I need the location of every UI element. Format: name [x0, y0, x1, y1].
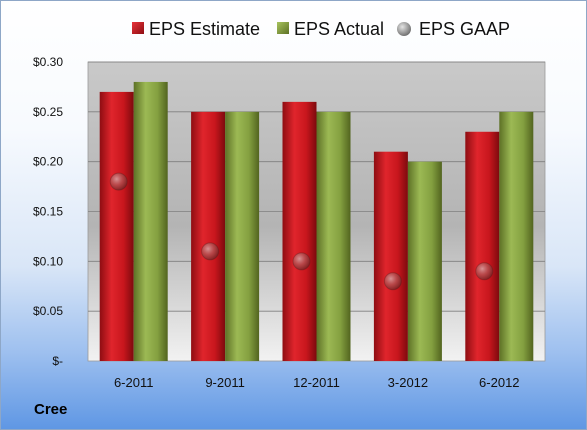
y-tick-label: $0.05 — [33, 304, 63, 318]
bar-eps-estimate — [191, 111, 226, 361]
bar-eps-estimate — [99, 91, 134, 362]
bar-eps-estimate — [282, 101, 317, 361]
point-eps-gaap — [475, 262, 494, 281]
legend-label-actual: EPS Actual — [294, 19, 384, 39]
legend-swatch-estimate — [132, 22, 144, 34]
legend-label-gaap: EPS GAAP — [419, 19, 510, 39]
y-tick-label: $0.30 — [33, 55, 63, 69]
x-tick-label: 6-2011 — [114, 375, 154, 390]
bar-eps-actual — [225, 111, 260, 361]
point-eps-gaap — [292, 252, 311, 271]
y-tick-label: $0.10 — [33, 254, 63, 268]
company-name: Cree — [34, 401, 68, 418]
y-tick-label: $0.25 — [33, 105, 63, 119]
legend-swatch-gaap — [397, 22, 411, 36]
y-axis: $- $0.05 $0.10 $0.15 $0.20 $0.25 $0.30 — [33, 55, 63, 368]
bar-eps-estimate — [465, 131, 500, 361]
bar-eps-actual — [133, 81, 168, 361]
x-axis: 6-2011 9-2011 12-2011 3-2012 6-2012 — [114, 375, 520, 390]
y-tick-label: $0.15 — [33, 205, 63, 219]
bar-eps-actual — [407, 161, 442, 361]
y-tick-label: $0.20 — [33, 155, 63, 169]
point-eps-gaap — [383, 272, 402, 291]
y-tick-label: $- — [52, 354, 63, 368]
bar-eps-estimate — [373, 151, 408, 361]
point-eps-gaap — [201, 242, 220, 261]
legend: EPS Estimate EPS Actual EPS GAAP — [132, 19, 510, 39]
bar-eps-actual — [499, 111, 534, 361]
bars — [99, 81, 534, 362]
point-eps-gaap — [109, 172, 128, 191]
x-tick-label: 9-2011 — [205, 375, 245, 390]
bar-eps-actual — [316, 111, 351, 361]
x-tick-label: 6-2012 — [479, 375, 519, 390]
gaap-points — [109, 172, 494, 291]
x-tick-label: 12-2011 — [293, 375, 340, 390]
legend-swatch-actual — [277, 22, 289, 34]
legend-label-estimate: EPS Estimate — [149, 19, 260, 39]
x-tick-label: 3-2012 — [388, 375, 428, 390]
